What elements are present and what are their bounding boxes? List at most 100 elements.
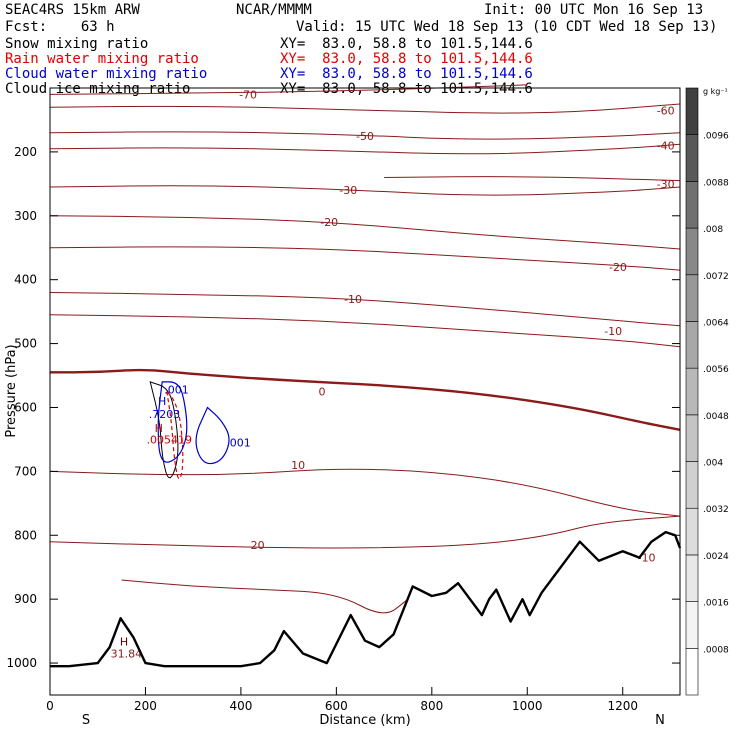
- y-tick-label-1: 300: [14, 209, 37, 223]
- cloud-water-contour-0: [157, 381, 188, 463]
- colorbar-swatch-2: [685, 554, 699, 602]
- isotherm-line-10: [50, 368, 681, 431]
- isotherm-line-7: [49, 246, 681, 271]
- colorbar-swatch-9: [685, 227, 699, 276]
- colorbar-level-10: .0088: [703, 178, 729, 188]
- y-axis-label: Pressure (hPa): [4, 344, 19, 437]
- colorbar-swatch-11: [685, 134, 699, 182]
- isotherm-label-13: 31.84: [111, 647, 143, 660]
- x-tick-label-3: 600: [325, 699, 348, 713]
- field-snow-name: Snow mixing ratio: [5, 36, 149, 52]
- y-tick-label-5: 700: [14, 464, 37, 478]
- field-snow-xy: XY= 83.0, 58.8 to 101.5,144.6: [280, 36, 533, 52]
- valid-time: Valid: 15 UTC Wed 18 Sep 13 (10 CDT Wed …: [296, 19, 718, 35]
- colorbar-level-1: .0016: [703, 599, 729, 609]
- isotherm-label-10: 0: [319, 386, 326, 399]
- colorbar-level-4: .004: [703, 459, 723, 469]
- colorbar-swatch-5: [685, 414, 699, 462]
- colorbar-swatch-8: [685, 274, 699, 322]
- isotherm-line-1: [49, 103, 681, 114]
- x-tick-label-5: 1000: [512, 699, 543, 713]
- isotherm-line-3: [49, 143, 681, 155]
- isotherm-line-8: [49, 292, 681, 327]
- isotherm-label-9: -10: [604, 325, 622, 338]
- annotation-0: .001: [164, 384, 189, 397]
- colorbar-level-8: .0072: [703, 272, 729, 282]
- isotherm-label-12: 20: [251, 539, 265, 552]
- cloud-water-contour-1: [195, 406, 230, 465]
- plot-frame: [49, 87, 681, 696]
- x-end-label-north: N: [655, 713, 665, 728]
- annotation-3: H: [155, 422, 163, 435]
- isotherm-label-8: -10: [344, 293, 362, 306]
- annotation-4: .005419: [147, 433, 193, 446]
- isotherm-label-0: -70: [239, 88, 257, 101]
- isotherm-label-6: -20: [320, 216, 338, 229]
- isotherm-label-1: -60: [657, 104, 675, 117]
- x-axis-label: Distance (km): [319, 713, 410, 728]
- x-tick-label-4: 800: [420, 699, 443, 713]
- field-cloudwater-xy: XY= 83.0, 58.8 to 101.5,144.6: [280, 66, 533, 82]
- isotherm-line-12: [49, 515, 681, 549]
- annotation-5: .001: [226, 437, 251, 450]
- isotherm-line-6: [49, 215, 681, 250]
- colorbar-level-0: .0008: [703, 645, 729, 655]
- x-end-label-south: S: [82, 713, 90, 728]
- colorbar-swatch-1: [685, 601, 699, 649]
- x-tick-label-2: 400: [229, 699, 252, 713]
- rain-contour-0: [165, 389, 184, 480]
- isotherm-line-0: [49, 84, 528, 95]
- isotherm-line-11: [49, 468, 681, 517]
- colorbar-swatch-7: [685, 321, 699, 369]
- colorbar-level-11: .0096: [703, 132, 729, 142]
- field-cloudice-xy: XY= 83.0, 58.8 to 101.5,144.6: [280, 81, 533, 97]
- isotherm-label-7: -20: [609, 261, 627, 274]
- colorbar: .0008 .0016 .0024 .0032 .004 .0048 .0056 .0064.…: [685, 87, 729, 696]
- model-name: SEAC4RS 15km ARW: [5, 2, 140, 18]
- field-rain-name: Rain water mixing ratio: [5, 51, 199, 67]
- colorbar-swatch-4: [685, 461, 699, 509]
- isotherm-line-4: [49, 185, 681, 196]
- colorbar-level-5: .0048: [703, 412, 729, 422]
- annotation-6: H: [120, 635, 128, 648]
- field-rain-xy: XY= 83.0, 58.8 to 101.5,144.6: [280, 51, 533, 67]
- x-tick-label-0: 0: [46, 699, 54, 713]
- y-tick-label-0: 200: [14, 145, 37, 159]
- colorbar-level-3: .0032: [703, 505, 729, 515]
- center-name: NCAR/MMMM: [236, 2, 312, 18]
- colorbar-level-6: .0056: [703, 365, 729, 375]
- isotherm-label-3: -40: [657, 140, 675, 153]
- forecast-hour: Fcst: 63 h: [5, 19, 115, 35]
- annotation-2: .7203: [149, 408, 181, 421]
- isotherm-line-2: [49, 131, 681, 140]
- field-cloudwater-name: Cloud water mixing ratio: [5, 66, 208, 82]
- colorbar-swatch-6: [685, 367, 699, 416]
- y-tick-label-2: 400: [14, 273, 37, 287]
- snow-contour-0: [149, 381, 179, 479]
- x-tick-label-6: 1200: [607, 699, 638, 713]
- y-tick-label-7: 900: [14, 592, 37, 606]
- init-time: Init: 00 UTC Mon 16 Sep 13: [484, 2, 704, 18]
- colorbar-swatch-12: [685, 87, 699, 135]
- isotherm-label-11: 10: [291, 459, 305, 472]
- y-tick-label-4: 600: [14, 400, 37, 414]
- isotherm-label-5: -30: [657, 178, 675, 191]
- isotherm-label-4: -30: [339, 184, 357, 197]
- y-tick-label-6: 800: [14, 528, 37, 542]
- isotherm-line-9: [49, 314, 681, 348]
- colorbar-level-9: .008: [703, 225, 723, 235]
- isotherm-label-2: -50: [356, 130, 374, 143]
- colorbar-swatch-10: [685, 181, 699, 229]
- contour-layer: -70 -60 -50 -40 -30 -30 -20 -20 -10 -10 0 10 20 31.84…: [49, 84, 682, 668]
- y-tick-label-8: 1000: [6, 656, 37, 670]
- isotherm-line-5: [384, 176, 681, 182]
- colorbar-level-7: .0064: [703, 318, 729, 328]
- y-tick-label-3: 500: [14, 337, 37, 351]
- colorbar-unit: g kg⁻¹: [703, 87, 728, 96]
- isotherm-line-13: [121, 579, 409, 614]
- colorbar-swatch-3: [685, 507, 699, 556]
- terrain-line: [50, 530, 682, 668]
- annotation-1: H: [158, 395, 166, 408]
